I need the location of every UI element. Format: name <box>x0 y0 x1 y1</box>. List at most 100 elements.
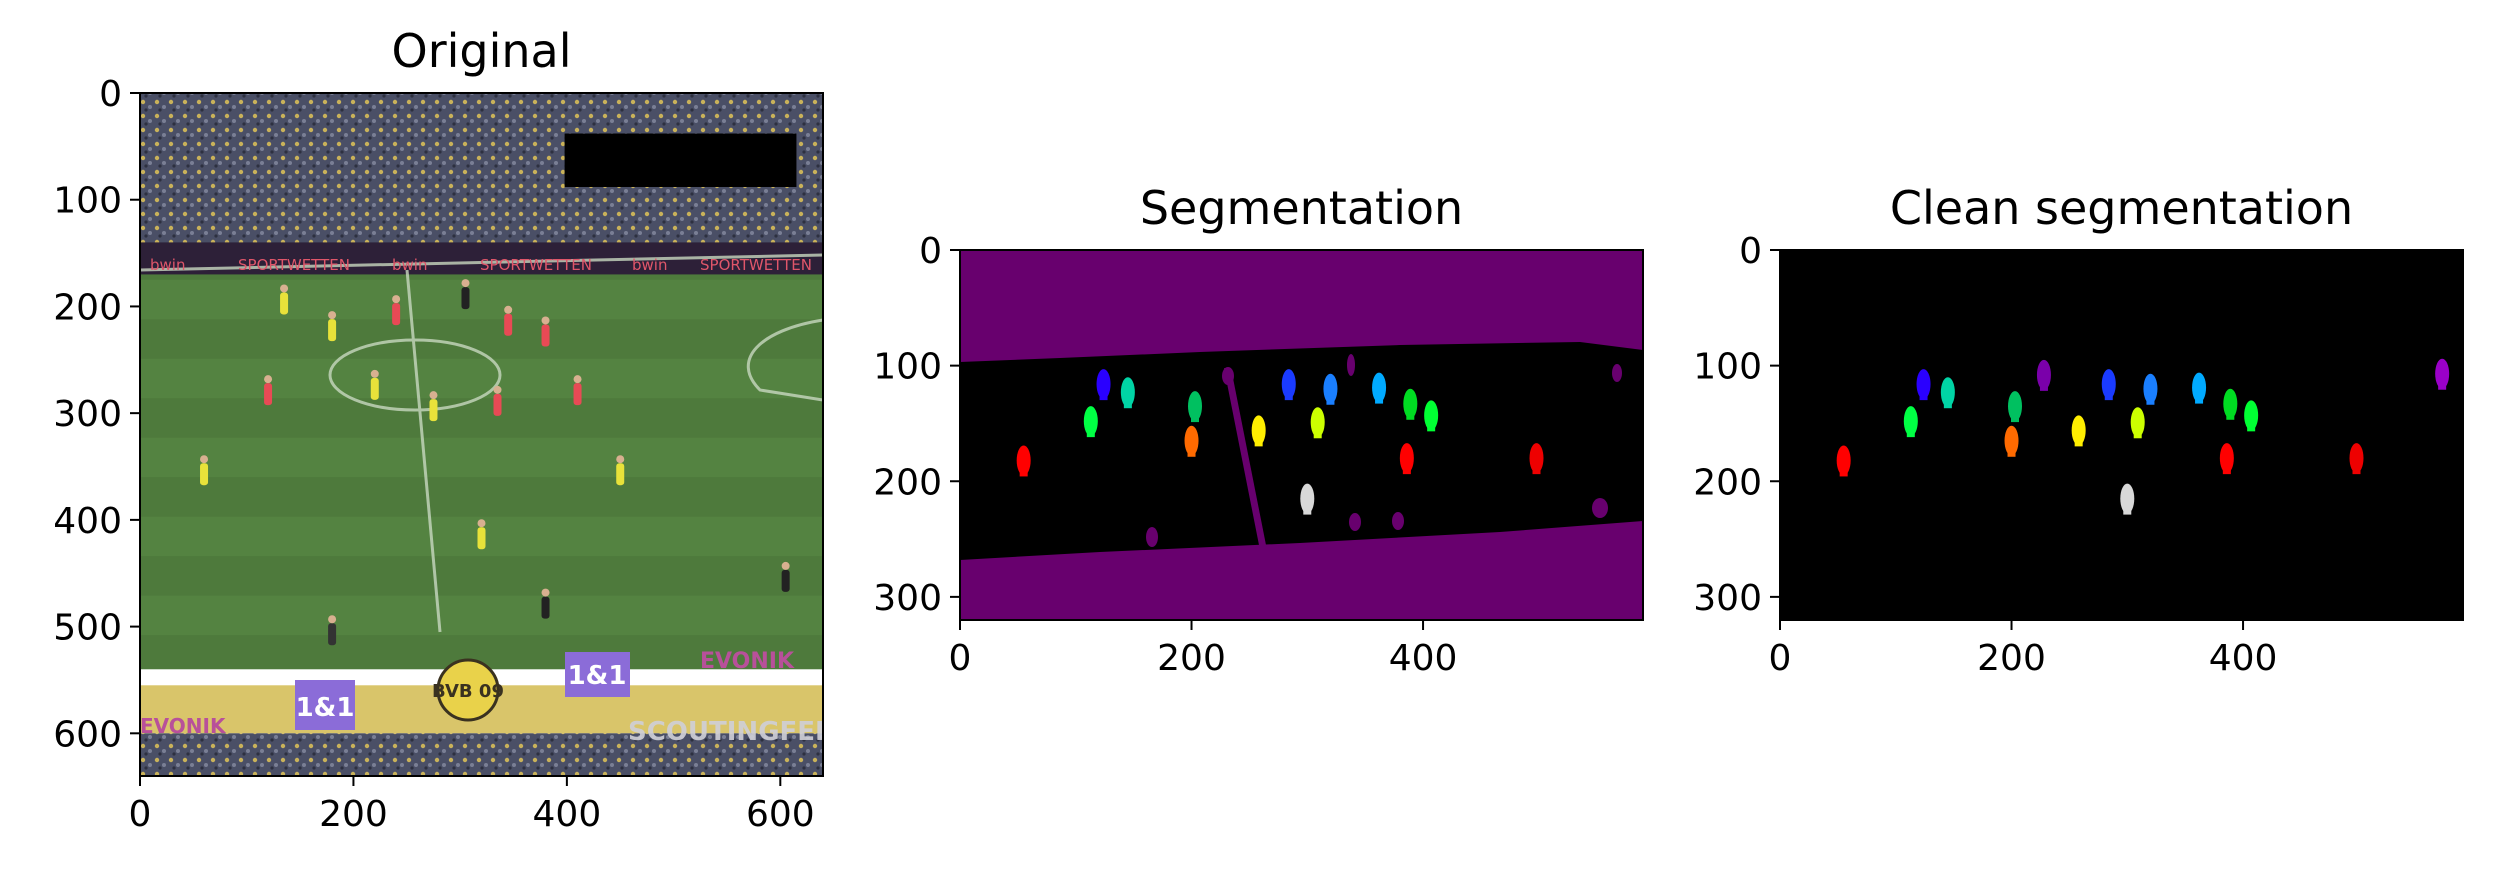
segment-blob <box>2219 443 2234 474</box>
stand-mask-line <box>1224 368 1266 545</box>
segment-blob <box>2120 483 2135 514</box>
segment-blob-foot <box>1099 392 1108 401</box>
player-head <box>328 311 337 320</box>
y-tick-label: 400 <box>53 501 122 542</box>
player <box>573 383 582 406</box>
segment-blob <box>1916 369 1931 400</box>
stand-mask-blob <box>1392 512 1404 530</box>
x-tick-label: 600 <box>746 794 815 835</box>
segment-blob-foot <box>2010 414 2019 423</box>
player-head <box>461 279 470 288</box>
y-tick-label: 300 <box>873 578 942 619</box>
segment-blob-foot <box>1313 430 1322 439</box>
board-bottom-text: 1&1 1&1 EVONIK EVONIK BVB 09 SCOUTINGFEE… <box>140 649 854 747</box>
board-top-text: bwin SPORTWETTEN bwin SPORTWETTEN bwin S… <box>150 256 812 274</box>
segment-blob-foot <box>1406 411 1415 420</box>
player-head <box>541 588 550 597</box>
y-tick-label: 300 <box>53 394 122 435</box>
player <box>200 463 209 486</box>
segment-blob <box>2071 415 2086 446</box>
player-head <box>429 391 438 400</box>
segment-blob-foot <box>2352 466 2361 475</box>
x-tick-label: 400 <box>2209 638 2278 679</box>
y-tick-label: 0 <box>919 231 942 272</box>
pitch-stripe <box>140 279 823 320</box>
stand-mask-blob <box>1222 367 1234 385</box>
segmentation-stand-mask <box>960 250 1643 620</box>
ad-text-sportwetten-1: SPORTWETTEN <box>238 256 350 274</box>
player-head <box>280 284 289 293</box>
segment-blob <box>2435 358 2450 389</box>
player <box>328 319 337 342</box>
segmentation-axes: 0 200 400 0 100 200 300 <box>873 231 1457 679</box>
segment-blob-foot <box>1919 392 1928 401</box>
stand-mask-blob <box>1146 527 1158 547</box>
x-tick-label: 200 <box>1157 638 1226 679</box>
player-head <box>264 375 273 384</box>
segment-blob-foot <box>1086 429 1095 438</box>
ad-text-bwin-3: bwin <box>632 256 667 274</box>
segment-blob <box>1403 388 1418 419</box>
player <box>264 383 273 406</box>
segment-blob-foot <box>1190 414 1199 423</box>
y-tick-label: 100 <box>1693 347 1762 388</box>
panel-segmentation: Segmentation 0 200 400 0 100 200 300 <box>873 181 1644 679</box>
segment-blob-foot <box>1254 438 1263 447</box>
player <box>781 569 790 592</box>
segment-blob <box>2192 372 2207 403</box>
bvb-logo <box>436 658 500 722</box>
player <box>616 463 625 486</box>
panel-original-title: Original <box>391 24 571 78</box>
x-tick-label: 400 <box>1389 638 1458 679</box>
segment-blob <box>2223 388 2238 419</box>
segment-blob-foot <box>1402 466 1411 475</box>
segment-blob-foot <box>1839 468 1848 477</box>
segment-blob <box>2101 369 2116 400</box>
segment-blob <box>2130 407 2145 438</box>
y-tick-label: 100 <box>873 347 942 388</box>
segment-blob-foot <box>2007 448 2016 457</box>
y-tick-label: 0 <box>1739 231 1762 272</box>
player-head <box>493 385 502 394</box>
player <box>541 324 550 347</box>
stand-mask-blob <box>1349 513 1361 531</box>
y-tick-label: 200 <box>873 462 942 503</box>
player-head <box>477 519 486 528</box>
x-tick-label: 200 <box>319 794 388 835</box>
player-head <box>328 615 337 624</box>
ad-text-evonik-a: EVONIK <box>700 649 795 674</box>
segment-blob <box>1310 407 1325 438</box>
ad-text-watermark: SCOUTINGFEED <box>628 717 854 747</box>
player <box>280 292 289 315</box>
ad-text-1and1-a: 1&1 <box>296 693 355 723</box>
x-tick-label: 400 <box>533 794 602 835</box>
panel-clean-segmentation-title: Clean segmentation <box>1890 181 2353 235</box>
segment-blob <box>1083 406 1098 437</box>
clean-segmentation-blobs <box>1836 358 2450 515</box>
clean-segmentation-image <box>1780 250 2463 620</box>
clean-segmentation-axes: 0 200 400 0 100 200 300 <box>1693 231 2277 679</box>
segmentation-blobs <box>1016 369 1544 515</box>
image-regions <box>140 93 823 776</box>
player-head <box>616 455 625 464</box>
player-head <box>573 375 582 384</box>
player-head <box>370 369 379 378</box>
y-tick-label: 0 <box>99 74 122 115</box>
segment-blob <box>2349 443 2364 474</box>
segment-blob-foot <box>1532 466 1541 475</box>
segment-blob-foot <box>1303 506 1312 515</box>
segment-blob <box>2007 391 2022 422</box>
y-tick-label: 300 <box>1693 578 1762 619</box>
x-tick-label: 200 <box>1977 638 2046 679</box>
player <box>477 527 486 550</box>
ad-text-1and1-b: 1&1 <box>568 661 627 691</box>
ad-text-sportwetten-3: SPORTWETTEN <box>700 256 812 274</box>
y-tick-label: 500 <box>53 608 122 649</box>
segment-blob-foot <box>1375 395 1384 404</box>
pitch-stripe <box>140 437 823 478</box>
player-head <box>781 561 790 570</box>
x-tick-label: 0 <box>129 794 152 835</box>
segment-blob-foot <box>2247 423 2256 432</box>
panel-original: Original bwin SPORTWETTEN bwin SPORTWETT… <box>53 24 854 835</box>
